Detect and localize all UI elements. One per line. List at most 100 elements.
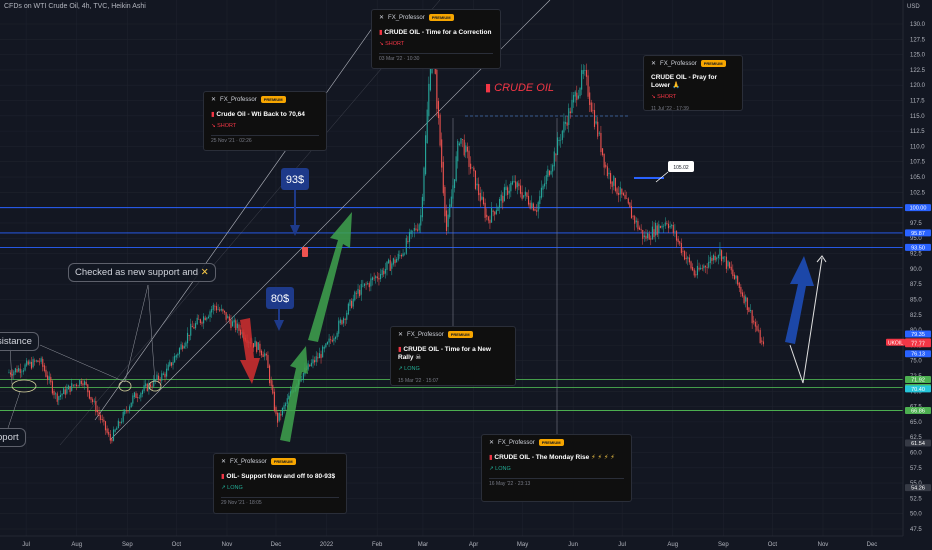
candle-body — [402, 253, 404, 257]
candle-body — [429, 68, 431, 91]
candle-body — [236, 323, 238, 329]
candle-body — [421, 196, 423, 218]
candle-body — [127, 410, 129, 412]
candle-body — [132, 395, 134, 404]
candle-body — [188, 334, 190, 336]
idea-card-pray-lower[interactable]: ✕ FX_Professor PREMIUM CRUDE OIL - Pray fo… — [643, 55, 743, 112]
price-tag-bg — [905, 204, 931, 212]
candle-body — [71, 383, 73, 391]
candle-body — [145, 383, 147, 387]
candle-body — [59, 394, 62, 398]
candle-body — [521, 192, 523, 199]
candle-body — [704, 266, 707, 268]
idea-card-support-now[interactable]: ✕ FX_Professor PREMIUM ▮ OIL- Support Now … — [213, 453, 347, 514]
candle-body — [326, 342, 329, 345]
price-tag-label: 77.77 — [911, 342, 925, 348]
candle-body — [61, 393, 63, 396]
candle-body — [650, 238, 652, 240]
candle-body — [177, 353, 179, 356]
candle-body — [88, 390, 90, 399]
candle-body — [275, 407, 277, 415]
y-tick-label: 90.0 — [910, 267, 922, 273]
candle-body — [262, 354, 264, 358]
fx-icon: ✕ — [211, 97, 217, 103]
candle-body — [317, 357, 319, 359]
candle-body — [695, 274, 697, 276]
callout-support: pport — [0, 428, 26, 447]
candle-body — [318, 353, 320, 359]
candle-body — [84, 381, 86, 385]
candle-body — [347, 303, 349, 315]
candle-body — [655, 222, 657, 236]
candle-body — [671, 224, 673, 227]
candle-body — [621, 188, 623, 195]
y-tick-label: 112.5 — [910, 129, 925, 135]
candle-body — [24, 364, 26, 371]
candle-body — [622, 193, 625, 196]
candle-body — [458, 143, 460, 146]
candle-body — [357, 288, 359, 294]
idea-card-new-rally[interactable]: ✕ FX_Professor PREMIUM ▮ CRUDE OIL - Time … — [390, 326, 516, 386]
candle-body — [706, 266, 708, 268]
candle-body — [116, 427, 118, 430]
candle-body — [211, 309, 213, 313]
candle-body — [597, 121, 599, 137]
candle-body — [656, 225, 658, 235]
candle-body — [203, 316, 205, 324]
barrel-icon: ▮ — [379, 29, 383, 36]
candle-body — [709, 256, 711, 263]
candle-body — [344, 319, 346, 321]
candle-body — [745, 296, 747, 302]
candle-body — [77, 385, 79, 387]
candle-body — [519, 185, 522, 194]
barrel-icon: ▮ — [221, 473, 225, 480]
callout-support-check: Checked as new support and ✕ — [68, 263, 216, 282]
candle-body — [688, 257, 690, 263]
lightning-icon: ⚡ ⚡ ⚡ ⚡ — [591, 454, 615, 461]
y-tick-label: 75.0 — [910, 359, 922, 365]
candle-body — [569, 111, 571, 114]
candle-body — [717, 255, 719, 259]
candle-body — [26, 360, 28, 366]
candle-body — [590, 102, 592, 112]
price-tag-bg — [905, 350, 931, 358]
barrel-icon: ▮ — [398, 346, 402, 353]
candle-body — [601, 148, 604, 156]
candle-body — [214, 305, 216, 307]
candle-body — [330, 339, 332, 341]
candle-body — [447, 214, 449, 227]
candle-body — [129, 406, 131, 411]
candle-body — [579, 87, 581, 97]
candle-body — [379, 274, 382, 280]
candle-body — [634, 216, 636, 224]
candle-body — [158, 375, 160, 381]
candle-body — [378, 277, 380, 280]
candle-body — [473, 167, 475, 172]
candle-body — [669, 225, 671, 228]
candle-body — [584, 69, 586, 71]
candle-body — [524, 191, 526, 196]
candle-body — [92, 399, 94, 403]
idea-card-correction[interactable]: ✕ FX_Professor PREMIUM ▮ CRUDE OIL - Time … — [371, 9, 501, 69]
candle-body — [42, 358, 44, 367]
candle-body — [463, 139, 465, 156]
x-tick-label: Sep — [122, 542, 133, 548]
blue-arrow — [785, 256, 814, 344]
candle-body — [230, 319, 232, 328]
candle-body — [698, 267, 700, 270]
candle-body — [758, 329, 760, 331]
candle-body — [154, 379, 156, 381]
candle-body — [486, 214, 488, 217]
candle-body — [30, 361, 33, 369]
idea-card-monday-rise[interactable]: ✕ FX_Professor PREMIUM ▮ CRUDE OIL - The M… — [481, 434, 632, 502]
idea-card-back-to-70[interactable]: ✕ FX_Professor PREMIUM ▮ Crude Oil - Wti B… — [203, 91, 327, 151]
fx-icon: ✕ — [651, 61, 657, 67]
symbol-tag-label: UKOIL — [888, 340, 903, 346]
candle-body — [439, 114, 441, 146]
candle-body — [212, 304, 214, 310]
candle-body — [573, 95, 575, 103]
candle-body — [558, 139, 560, 141]
candle-body — [664, 222, 666, 226]
candle-body — [38, 361, 41, 363]
price-box-80 — [266, 287, 294, 309]
